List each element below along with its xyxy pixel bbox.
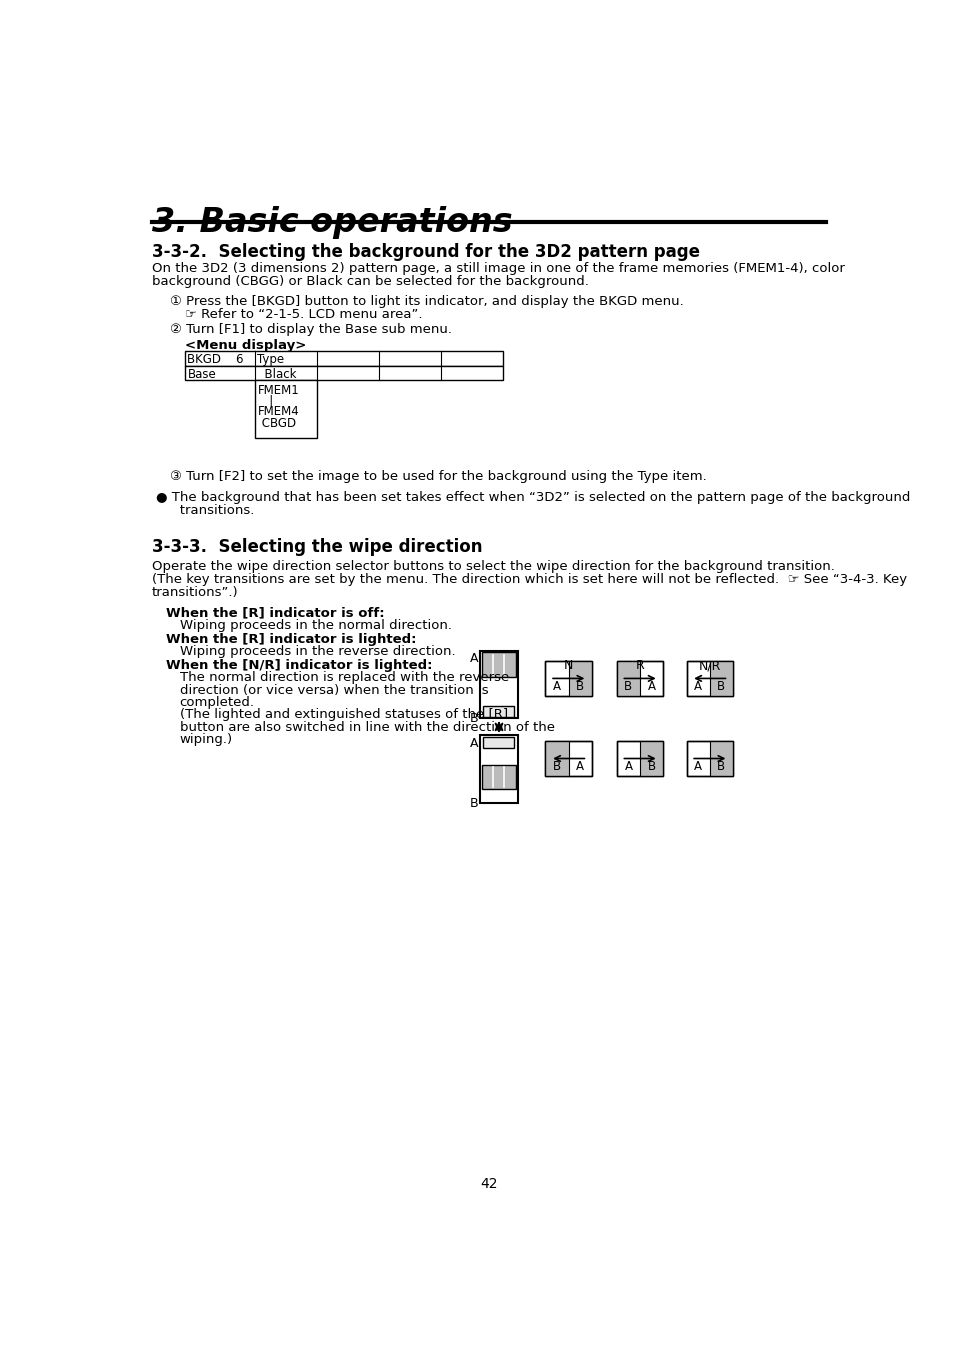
Bar xyxy=(481,652,516,677)
Text: 3-3-2.  Selecting the background for the 3D2 pattern page: 3-3-2. Selecting the background for the … xyxy=(152,243,700,260)
Text: B: B xyxy=(717,760,724,772)
Text: |: | xyxy=(257,395,273,407)
Text: When the [N/R] indicator is lighted:: When the [N/R] indicator is lighted: xyxy=(166,659,432,673)
Text: A: A xyxy=(694,760,701,772)
Bar xyxy=(686,741,732,776)
Bar xyxy=(617,661,662,696)
Bar xyxy=(617,661,639,696)
Text: ① Press the [BKGD] button to light its indicator, and display the BKGD menu.: ① Press the [BKGD] button to light its i… xyxy=(170,295,682,307)
Bar xyxy=(483,706,514,717)
Text: FMEM1: FMEM1 xyxy=(257,384,299,396)
Text: B: B xyxy=(469,797,477,810)
Text: direction (or vice versa) when the transition is: direction (or vice versa) when the trans… xyxy=(179,683,488,697)
Text: 42: 42 xyxy=(479,1177,497,1190)
Bar xyxy=(686,661,732,696)
Text: ② Turn [F1] to display the Base sub menu.: ② Turn [F1] to display the Base sub menu… xyxy=(170,324,451,337)
Bar xyxy=(639,741,662,776)
Bar xyxy=(481,764,516,790)
Text: Operate the wipe direction selector buttons to select the wipe direction for the: Operate the wipe direction selector butt… xyxy=(152,559,834,573)
Text: ③ Turn [F2] to set the image to be used for the background using the Type item.: ③ Turn [F2] to set the image to be used … xyxy=(170,469,705,483)
Text: When the [R] indicator is lighted:: When the [R] indicator is lighted: xyxy=(166,634,416,646)
Bar xyxy=(686,741,732,776)
Text: A: A xyxy=(694,679,701,693)
Text: FMEM4: FMEM4 xyxy=(257,406,299,418)
Text: 3. Basic operations: 3. Basic operations xyxy=(152,206,512,240)
Text: A: A xyxy=(469,652,477,666)
Text: B: B xyxy=(576,679,584,693)
Text: <Menu display>: <Menu display> xyxy=(185,338,306,352)
Bar xyxy=(617,741,662,776)
Text: BKGD    6: BKGD 6 xyxy=(187,353,244,367)
Text: 3-3-3.  Selecting the wipe direction: 3-3-3. Selecting the wipe direction xyxy=(152,538,482,555)
Bar xyxy=(545,661,592,696)
Text: ● The background that has been set takes effect when “3D2” is selected on the pa: ● The background that has been set takes… xyxy=(155,491,909,504)
Text: On the 3D2 (3 dimensions 2) pattern page, a still image in one of the frame memo: On the 3D2 (3 dimensions 2) pattern page… xyxy=(152,262,843,275)
Text: button are also switched in line with the direction of the: button are also switched in line with th… xyxy=(179,721,554,733)
Bar xyxy=(483,737,514,748)
Text: N: N xyxy=(563,659,573,673)
Text: completed.: completed. xyxy=(179,696,254,709)
Text: R: R xyxy=(635,659,643,673)
Bar xyxy=(545,741,568,776)
Text: Wiping proceeds in the normal direction.: Wiping proceeds in the normal direction. xyxy=(179,619,451,632)
Bar xyxy=(709,741,732,776)
Text: B: B xyxy=(623,679,632,693)
Text: A: A xyxy=(576,760,584,772)
Bar xyxy=(617,661,662,696)
Bar xyxy=(254,380,316,438)
Text: B: B xyxy=(469,712,477,725)
Bar xyxy=(617,741,662,776)
Text: N/R: N/R xyxy=(698,659,720,673)
Text: A: A xyxy=(647,679,655,693)
Text: (The key transitions are set by the menu. The direction which is set here will n: (The key transitions are set by the menu… xyxy=(152,573,906,586)
Text: Wiping proceeds in the reverse direction.: Wiping proceeds in the reverse direction… xyxy=(179,646,455,658)
Text: Type: Type xyxy=(257,353,284,367)
Bar xyxy=(568,661,592,696)
Bar xyxy=(686,661,732,696)
Text: When the [R] indicator is off:: When the [R] indicator is off: xyxy=(166,607,384,620)
Bar xyxy=(480,736,517,803)
Bar xyxy=(480,651,517,718)
Text: transitions”.): transitions”.) xyxy=(152,586,238,599)
Bar xyxy=(185,365,502,380)
Bar xyxy=(709,661,732,696)
Text: wiping.): wiping.) xyxy=(179,733,233,745)
Text: (The lighted and extinguished statuses of the [R]: (The lighted and extinguished statuses o… xyxy=(179,709,507,721)
Text: Black: Black xyxy=(257,368,296,381)
Text: B: B xyxy=(717,679,724,693)
Text: A: A xyxy=(553,679,560,693)
Text: B: B xyxy=(647,760,655,772)
Text: background (CBGG) or Black can be selected for the background.: background (CBGG) or Black can be select… xyxy=(152,275,588,288)
Text: A: A xyxy=(469,737,477,749)
Bar xyxy=(545,741,592,776)
Text: CBGD: CBGD xyxy=(257,418,295,430)
Text: B: B xyxy=(553,760,560,772)
Bar xyxy=(545,661,592,696)
Bar xyxy=(545,741,592,776)
Text: ☞ Refer to “2-1-5. LCD menu area”.: ☞ Refer to “2-1-5. LCD menu area”. xyxy=(185,309,422,321)
Text: The normal direction is replaced with the reverse: The normal direction is replaced with th… xyxy=(179,671,508,685)
Text: transitions.: transitions. xyxy=(167,504,254,518)
Text: Base: Base xyxy=(187,368,216,381)
Text: A: A xyxy=(624,760,632,772)
Bar xyxy=(185,352,502,365)
